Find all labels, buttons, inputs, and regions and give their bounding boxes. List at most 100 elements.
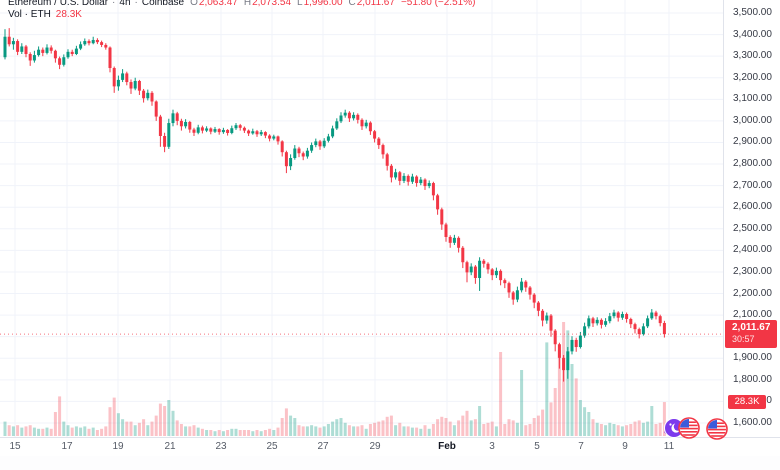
candle-body: [612, 312, 616, 317]
price-tick-label: 2,200.00: [733, 287, 772, 299]
candle-body: [133, 80, 137, 89]
chart-pane[interactable]: Ethereum / U.S. Dollar · 4h · Coinbase O2,063…: [0, 0, 728, 440]
candle-body: [167, 123, 171, 147]
candle-body: [394, 172, 398, 178]
volume-bar: [595, 422, 599, 436]
time-tick-label: 15: [9, 441, 21, 452]
volume-bar: [196, 427, 200, 436]
candle-body: [486, 263, 490, 270]
volume-study-label[interactable]: Vol · ETH: [8, 9, 51, 20]
candle-body: [541, 310, 545, 321]
symbol-title[interactable]: Ethereum / U.S. Dollar: [8, 0, 109, 8]
candle-body: [616, 312, 620, 318]
price-tick-label: 1,900.00: [733, 352, 772, 364]
volume-bar: [331, 421, 335, 436]
price-tick-label: 2,800.00: [733, 158, 772, 170]
interval-value[interactable]: 4h: [119, 0, 131, 8]
volume-bar: [66, 425, 70, 436]
candle-body: [469, 266, 473, 273]
volume-bar: [163, 406, 167, 436]
price-axis[interactable]: 3,500.00 3,400.00 3,300.00 3,200.00 3,100.00…: [723, 0, 780, 437]
candle-body: [280, 141, 284, 153]
candle-body: [423, 179, 427, 187]
candle-body: [499, 270, 503, 281]
candle-body: [595, 319, 599, 324]
us-flag-event-icon-2[interactable]: [704, 416, 730, 442]
volume-bar: [377, 421, 381, 436]
time-tick-label: 29: [369, 441, 381, 452]
candle-body: [448, 236, 452, 243]
time-axis[interactable]: 15 17 19 21 23 25 27 29 Feb 3 5 7 9 11: [0, 437, 780, 456]
price-tick-label: 2,400.00: [733, 244, 772, 256]
volume-bar: [179, 424, 183, 436]
volume-bar: [247, 430, 251, 436]
candle-body: [100, 42, 104, 45]
candle-body: [343, 112, 347, 116]
volume-bar: [7, 425, 11, 436]
volume-bar: [402, 426, 406, 436]
time-tick-label: 3: [489, 441, 495, 452]
candle-body: [604, 321, 608, 325]
volume-bar: [335, 419, 339, 436]
event-marker-group[interactable]: [658, 414, 702, 442]
low-letter: L: [297, 0, 303, 8]
volume-bar: [184, 426, 188, 436]
volume-bar: [419, 428, 423, 436]
candle-body: [646, 318, 650, 327]
candle-body: [87, 41, 91, 44]
volume-bar: [95, 430, 99, 436]
volume-bar: [226, 430, 230, 436]
candle-body: [20, 46, 24, 52]
candle-body: [213, 129, 217, 132]
candle-body: [431, 183, 435, 196]
candle-body: [364, 122, 368, 127]
volume-bar: [658, 422, 662, 436]
candle-body: [175, 113, 179, 121]
candle-body: [11, 41, 15, 45]
volume-bar: [490, 421, 494, 436]
price-tick-label: 1,600.00: [733, 417, 772, 428]
candle-body: [226, 129, 230, 133]
volume-bar: [268, 428, 272, 436]
candle-body: [314, 141, 318, 146]
chart-canvas[interactable]: [0, 0, 723, 437]
volume-bar: [633, 421, 637, 436]
price-tick-label: 3,000.00: [733, 114, 772, 126]
volume-bar: [629, 424, 633, 436]
us-flag-event-icon[interactable]: [678, 417, 700, 439]
volume-bar: [45, 427, 49, 436]
candle-wick: [504, 278, 506, 289]
volume-bar: [515, 422, 519, 436]
time-tick-label: 9: [622, 441, 628, 452]
candle-body: [507, 283, 511, 293]
volume-bar: [171, 410, 175, 436]
volume-bar: [112, 397, 116, 436]
price-tick-label: 1,800.00: [733, 373, 772, 385]
volume-bar: [142, 419, 146, 436]
candle-body: [37, 49, 41, 56]
separator: ·: [112, 0, 116, 8]
time-tick-label: 5: [534, 441, 540, 452]
candle-body: [125, 73, 129, 83]
candle-body: [461, 247, 465, 263]
candle-body: [49, 47, 53, 51]
high-value: 2,073.54: [252, 0, 292, 8]
volume-bar: [616, 425, 620, 436]
candle-body: [524, 281, 528, 288]
volume-bar: [646, 421, 650, 436]
volume-bar: [452, 425, 456, 436]
exchange-name[interactable]: Coinbase: [141, 0, 185, 8]
volume-bar: [100, 428, 104, 436]
candle-body: [620, 314, 624, 318]
volume-bar: [549, 402, 553, 436]
volume-bar: [339, 418, 343, 436]
current-volume-label: 28.3K: [728, 395, 766, 410]
candle-body: [129, 82, 133, 89]
volume-bar: [238, 430, 242, 436]
volume-bar: [356, 426, 360, 436]
volume-bar: [293, 418, 297, 436]
candle-body: [221, 129, 225, 133]
volume-bar: [129, 421, 133, 436]
candle-body: [444, 224, 448, 237]
